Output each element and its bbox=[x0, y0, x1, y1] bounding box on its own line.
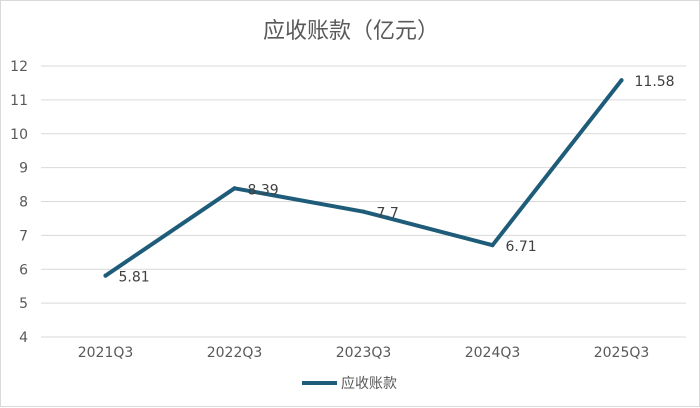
x-tick-label: 2022Q3 bbox=[207, 345, 263, 361]
x-axis-ticks: 2021Q3 2022Q3 2023Q3 2024Q3 2025Q3 bbox=[78, 345, 650, 361]
data-label: 5.81 bbox=[119, 270, 150, 286]
data-point bbox=[103, 273, 108, 278]
x-tick-label: 2024Q3 bbox=[465, 345, 521, 361]
y-tick-label: 8 bbox=[19, 195, 28, 211]
y-tick-label: 6 bbox=[19, 262, 28, 278]
data-labels: 5.81 8.39 7.7 6.71 11.58 bbox=[119, 74, 675, 285]
y-tick-label: 7 bbox=[19, 228, 28, 244]
y-tick-label: 10 bbox=[10, 127, 28, 143]
y-tick-label: 9 bbox=[19, 161, 28, 177]
data-label: 8.39 bbox=[248, 182, 279, 198]
x-tick-label: 2023Q3 bbox=[336, 345, 392, 361]
data-point bbox=[232, 186, 237, 191]
y-tick-label: 4 bbox=[19, 330, 28, 346]
x-tick-label: 2025Q3 bbox=[594, 345, 650, 361]
data-label: 6.71 bbox=[506, 239, 537, 255]
data-point bbox=[619, 78, 624, 83]
y-tick-label: 12 bbox=[10, 59, 28, 75]
y-tick-label: 5 bbox=[19, 296, 28, 312]
chart-title: 应收账款（亿元） bbox=[263, 19, 439, 44]
legend-label: 应收账款 bbox=[341, 375, 397, 392]
data-label: 7.7 bbox=[377, 206, 399, 222]
legend: 应收账款 bbox=[302, 375, 397, 392]
data-point bbox=[490, 243, 495, 248]
series-line bbox=[103, 78, 624, 278]
y-tick-label: 11 bbox=[10, 93, 28, 109]
series-layer bbox=[103, 78, 624, 278]
x-tick-label: 2021Q3 bbox=[78, 345, 134, 361]
data-point bbox=[361, 209, 366, 214]
data-label: 11.58 bbox=[635, 74, 675, 90]
y-axis-ticks: 4 5 6 7 8 9 10 11 12 bbox=[10, 59, 28, 346]
gridlines bbox=[41, 65, 686, 338]
